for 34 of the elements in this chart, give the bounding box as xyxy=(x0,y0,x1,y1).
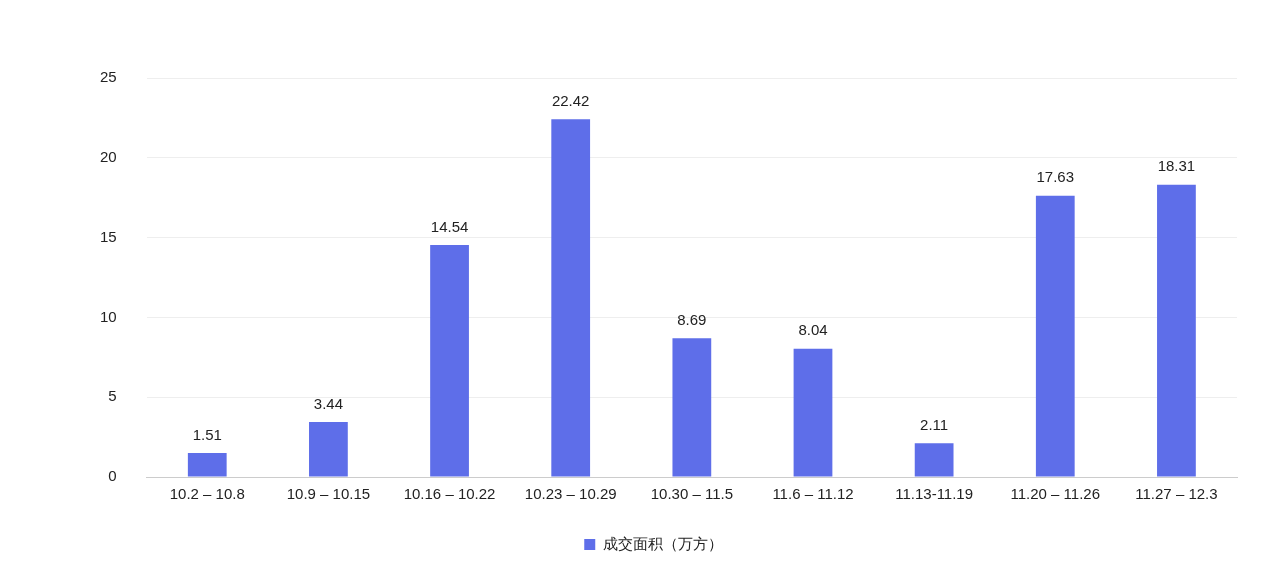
x-tick-label: 11.20 – 11.26 xyxy=(1010,485,1101,503)
data-label: 3.44 xyxy=(313,394,344,412)
bar xyxy=(914,443,954,477)
y-tick-label: 10 xyxy=(100,307,117,325)
bar xyxy=(551,119,591,477)
x-tick-label: 11.13-11.19 xyxy=(895,485,974,503)
bar xyxy=(1157,184,1196,477)
bar xyxy=(187,452,227,477)
y-tick-label: 20 xyxy=(100,147,117,165)
y-tick-label: 25 xyxy=(100,68,117,86)
data-label: 14.54 xyxy=(430,217,469,235)
x-tick-label: 11.27 – 12.3 xyxy=(1135,485,1218,503)
bar xyxy=(309,422,348,477)
legend-label: 成交面积（万方） xyxy=(602,534,723,552)
x-tick-label: 10.30 – 11.5 xyxy=(650,485,733,503)
y-tick-label: 15 xyxy=(100,227,117,245)
data-label: 2.11 xyxy=(920,415,949,433)
x-tick-label: 11.6 – 11.12 xyxy=(772,485,854,503)
data-label: 1.51 xyxy=(192,425,222,443)
x-tick-label: 10.9 – 10.15 xyxy=(286,485,371,503)
data-label: 17.63 xyxy=(1036,168,1075,186)
bar xyxy=(672,338,712,477)
x-tick-label: 10.23 – 10.29 xyxy=(524,485,617,503)
data-label: 18.31 xyxy=(1157,157,1196,175)
y-tick-label: 5 xyxy=(108,387,117,405)
data-label: 8.69 xyxy=(677,310,707,328)
data-label: 22.42 xyxy=(551,91,590,109)
bar xyxy=(430,244,469,477)
bar xyxy=(1035,195,1075,477)
data-label: 8.04 xyxy=(798,321,828,339)
x-tick-label: 10.2 – 10.8 xyxy=(169,485,245,503)
x-tick-label: 10.16 – 10.22 xyxy=(403,485,496,503)
y-tick-label: 0 xyxy=(108,467,117,485)
bar xyxy=(793,348,833,477)
